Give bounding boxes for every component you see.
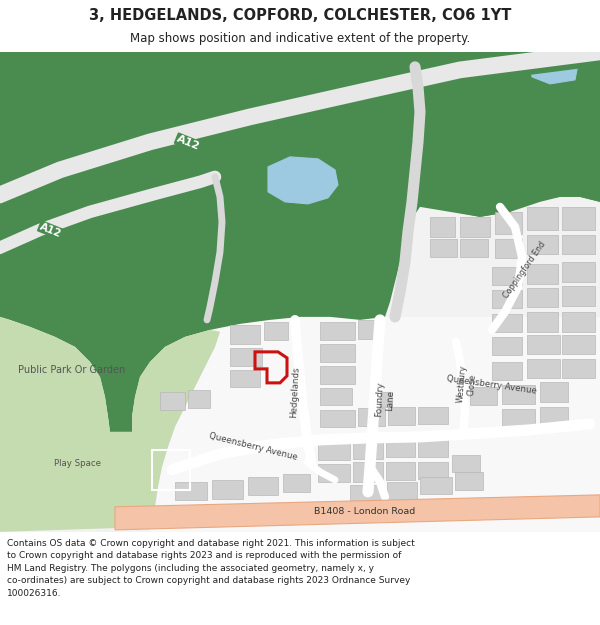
Polygon shape [388, 407, 415, 425]
Text: 3, HEDGELANDS, COPFORD, COLCHESTER, CO6 1YT: 3, HEDGELANDS, COPFORD, COLCHESTER, CO6 … [89, 8, 511, 23]
Polygon shape [358, 320, 380, 339]
Polygon shape [495, 239, 522, 258]
Polygon shape [527, 359, 560, 378]
Text: B1408 - London Road: B1408 - London Road [314, 508, 416, 516]
Polygon shape [386, 439, 415, 457]
Polygon shape [470, 387, 497, 405]
Polygon shape [502, 385, 535, 404]
Polygon shape [492, 290, 522, 308]
Text: Play Space: Play Space [55, 459, 101, 468]
Polygon shape [350, 485, 383, 502]
Text: Queensberry Avenue: Queensberry Avenue [446, 374, 538, 396]
Polygon shape [460, 217, 490, 237]
Polygon shape [248, 477, 278, 495]
Polygon shape [212, 480, 243, 499]
Polygon shape [160, 392, 185, 410]
Polygon shape [175, 482, 207, 500]
Text: Contains OS data © Crown copyright and database right 2021. This information is : Contains OS data © Crown copyright and d… [7, 539, 415, 598]
Polygon shape [387, 482, 417, 500]
Polygon shape [115, 495, 600, 530]
Polygon shape [320, 410, 355, 427]
Polygon shape [230, 325, 260, 344]
Polygon shape [527, 312, 558, 332]
Polygon shape [540, 382, 568, 402]
Polygon shape [418, 407, 448, 424]
Text: Map shows position and indicative extent of the property.: Map shows position and indicative extent… [130, 32, 470, 45]
Polygon shape [150, 317, 600, 532]
Polygon shape [527, 264, 558, 284]
Polygon shape [0, 52, 600, 532]
Text: Queensberry Avenue: Queensberry Avenue [208, 431, 298, 462]
Polygon shape [418, 439, 448, 457]
Polygon shape [562, 312, 595, 332]
Polygon shape [268, 157, 338, 204]
Polygon shape [320, 366, 355, 384]
Polygon shape [264, 322, 288, 340]
Text: Hedgelands: Hedgelands [289, 366, 301, 418]
Polygon shape [320, 388, 352, 405]
Polygon shape [562, 235, 595, 254]
Polygon shape [502, 409, 535, 426]
Polygon shape [527, 235, 558, 254]
Polygon shape [562, 207, 595, 230]
Polygon shape [562, 335, 595, 354]
Polygon shape [527, 335, 560, 354]
Polygon shape [495, 212, 522, 234]
Polygon shape [430, 239, 457, 257]
Polygon shape [0, 52, 600, 432]
Polygon shape [386, 462, 415, 480]
Polygon shape [492, 337, 522, 355]
Polygon shape [283, 474, 310, 492]
Polygon shape [562, 262, 595, 282]
Polygon shape [353, 462, 383, 482]
Text: Foundry
Lane: Foundry Lane [374, 382, 395, 418]
Text: Coppingford End: Coppingford End [502, 240, 548, 300]
Polygon shape [492, 314, 522, 332]
Polygon shape [562, 286, 595, 306]
Polygon shape [420, 477, 452, 494]
Text: Public Park Or Garden: Public Park Or Garden [19, 365, 125, 375]
Polygon shape [540, 407, 568, 425]
Polygon shape [492, 362, 522, 380]
Polygon shape [527, 288, 558, 307]
Polygon shape [452, 455, 480, 472]
Polygon shape [370, 392, 392, 407]
Text: Westbury
Close: Westbury Close [455, 364, 478, 404]
Text: A12: A12 [175, 134, 201, 152]
Polygon shape [527, 207, 558, 230]
Polygon shape [230, 348, 262, 366]
Polygon shape [460, 239, 488, 257]
Polygon shape [358, 408, 385, 426]
Text: A12: A12 [38, 221, 62, 239]
Polygon shape [415, 52, 600, 217]
Polygon shape [353, 440, 383, 459]
Polygon shape [492, 267, 522, 285]
Polygon shape [318, 464, 350, 482]
Polygon shape [318, 442, 350, 460]
Polygon shape [188, 390, 210, 408]
Polygon shape [418, 462, 448, 479]
Polygon shape [320, 322, 355, 340]
Polygon shape [230, 370, 260, 387]
Polygon shape [320, 344, 355, 362]
Polygon shape [562, 359, 595, 378]
Polygon shape [430, 217, 455, 237]
Polygon shape [530, 57, 578, 84]
Polygon shape [0, 317, 220, 532]
Polygon shape [455, 472, 483, 490]
